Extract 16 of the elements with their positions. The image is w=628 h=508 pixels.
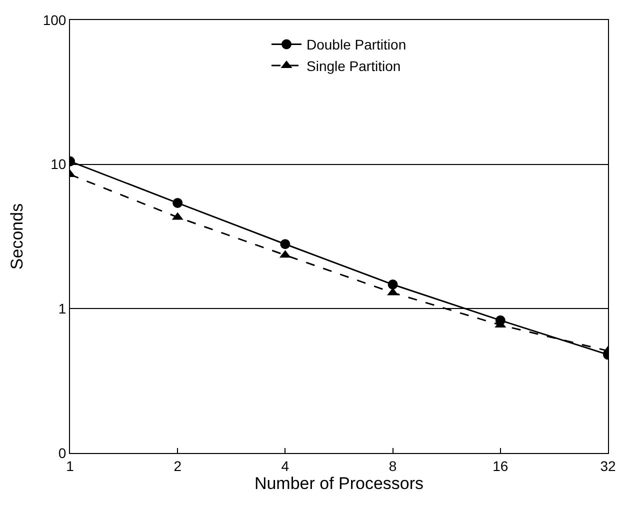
y-tick-label: 0	[58, 444, 66, 461]
point	[388, 280, 398, 290]
y-tick-label: 10	[50, 156, 66, 172]
y-tick-label: 100	[42, 12, 66, 28]
x-tick-label: 2	[174, 458, 182, 474]
y-axis-title: Seconds	[7, 203, 26, 270]
legend-label: Single Partition	[306, 58, 401, 74]
point	[172, 198, 183, 208]
y-tick-label: 1	[58, 300, 66, 317]
legend-label: Double Partition	[306, 36, 406, 53]
x-tick-label: 32	[600, 458, 616, 474]
x-axis-title: Number of Processors	[254, 474, 424, 494]
x-tick-label: 16	[492, 458, 508, 474]
x-tick-label: 4	[281, 458, 290, 474]
point	[280, 239, 290, 250]
x-tick-label: 8	[388, 458, 397, 474]
